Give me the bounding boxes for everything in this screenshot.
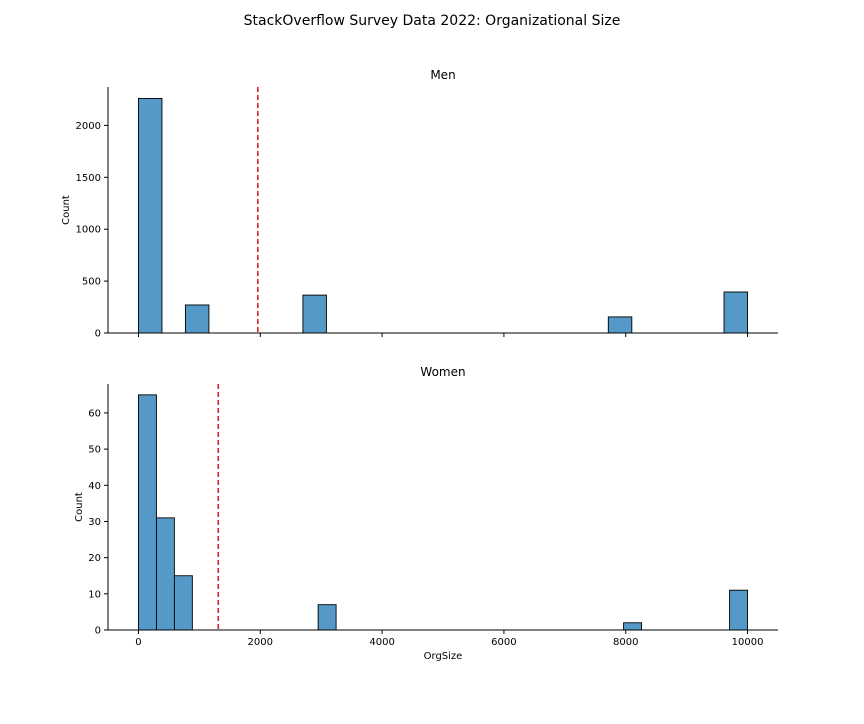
panel-women-ytick-label-60: 60 <box>88 408 101 419</box>
panel-women-title: Women <box>420 365 465 379</box>
panel-women-ytick-label-20: 20 <box>88 553 101 564</box>
panel-men-bar-3 <box>607 316 633 334</box>
panel-women-bar-3 <box>317 604 337 631</box>
panel-men-ytick-label-500: 500 <box>82 277 101 288</box>
panel-men-ytick-label-1500: 1500 <box>76 173 101 184</box>
panel-women-ylabel: Count <box>74 492 85 522</box>
panel-women-bar-1 <box>155 517 175 631</box>
panel-women-bar-5 <box>729 589 748 631</box>
panel-men-bar-2 <box>302 294 327 334</box>
panel-men-ytick-label-0: 0 <box>95 329 101 340</box>
x-axis-label: OrgSize <box>424 651 463 662</box>
panel-men-ylabel: Count <box>61 195 72 225</box>
panel-men-bar-4 <box>723 291 748 334</box>
panel-women-xtick-label-8000: 8000 <box>613 637 638 648</box>
panel-women-bar-2 <box>173 575 193 631</box>
panel-women-xtick-label-6000: 6000 <box>491 637 516 648</box>
panel-men-title: Men <box>430 68 455 82</box>
panel-women-xtick-label-0: 0 <box>135 637 141 648</box>
panel-women-bar-0 <box>138 394 157 631</box>
panel-women-ytick-label-40: 40 <box>88 481 101 492</box>
panel-men-ytick-label-1000: 1000 <box>76 225 101 236</box>
panel-men-bar-1 <box>184 304 210 334</box>
panel-men-bar-0 <box>138 97 163 334</box>
panel-women-bar-4 <box>623 622 643 631</box>
panel-women-xtick-label-10000: 10000 <box>732 637 764 648</box>
chart-suptitle: StackOverflow Survey Data 2022: Organiza… <box>244 13 621 29</box>
panel-women-ytick-label-50: 50 <box>88 445 101 456</box>
panel-women-ytick-label-0: 0 <box>95 626 101 637</box>
panel-women-ytick-label-30: 30 <box>88 517 101 528</box>
panel-men-ytick-label-2000: 2000 <box>76 121 101 132</box>
panel-women-ytick-label-10: 10 <box>88 589 101 600</box>
panel-women-xtick-label-4000: 4000 <box>369 637 394 648</box>
panel-women-xtick-label-2000: 2000 <box>248 637 273 648</box>
